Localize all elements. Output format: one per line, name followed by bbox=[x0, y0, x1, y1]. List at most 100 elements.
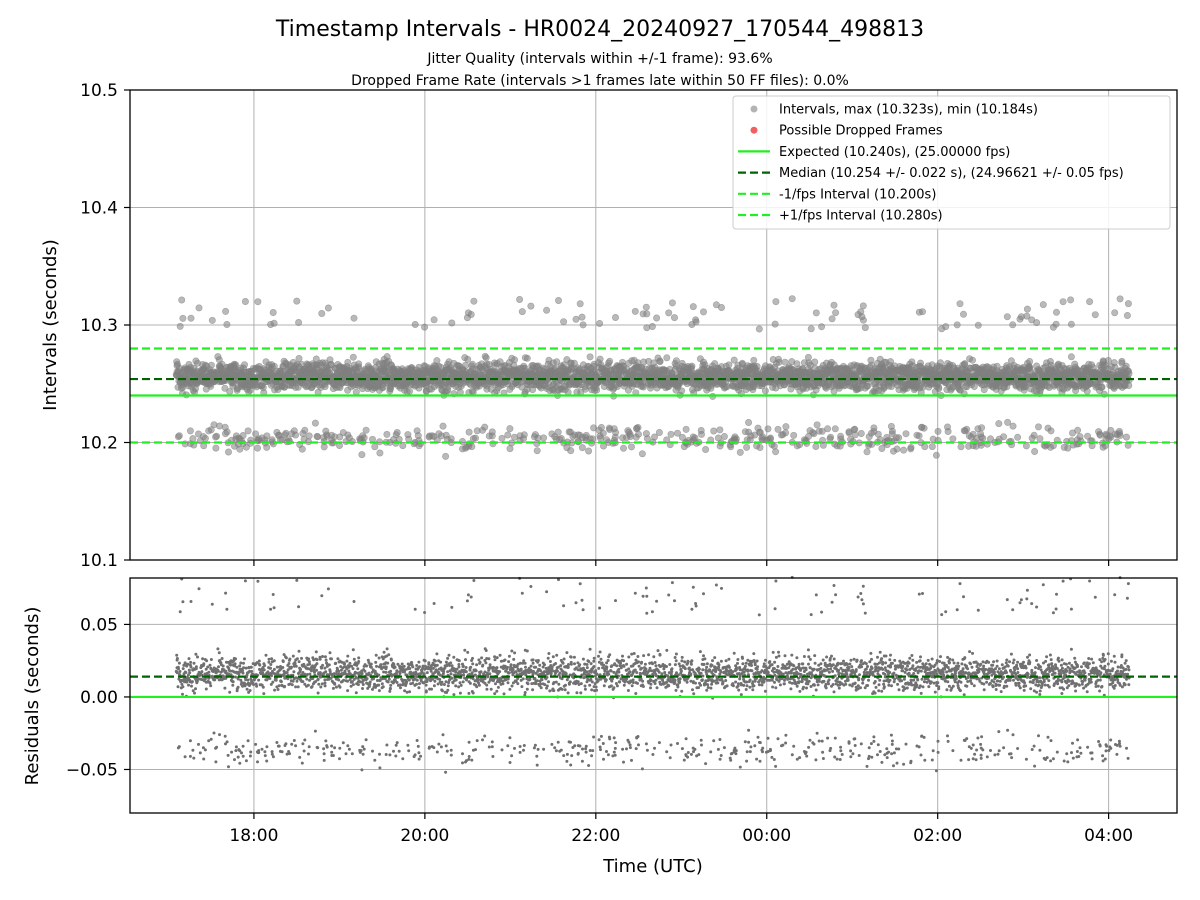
interval-point bbox=[812, 309, 820, 317]
residual-point bbox=[243, 657, 246, 661]
interval-point bbox=[665, 309, 673, 317]
residual-point bbox=[298, 755, 302, 759]
residual-point bbox=[201, 657, 205, 661]
residual-point bbox=[369, 662, 373, 666]
residual-point bbox=[295, 657, 299, 661]
interval-point bbox=[285, 437, 293, 445]
residual-point bbox=[408, 690, 412, 694]
residual-point bbox=[181, 667, 185, 671]
interval-point bbox=[1125, 370, 1133, 378]
residual-point bbox=[415, 739, 419, 742]
residual-point bbox=[382, 650, 386, 654]
residual-point bbox=[297, 605, 301, 609]
interval-point bbox=[668, 299, 676, 307]
residual-point bbox=[225, 607, 229, 611]
residual-point bbox=[188, 754, 192, 758]
interval-point bbox=[596, 319, 604, 327]
residual-point bbox=[346, 689, 350, 693]
residual-point bbox=[316, 746, 320, 750]
interval-point bbox=[241, 297, 249, 305]
interval-point bbox=[974, 321, 982, 329]
residual-point bbox=[378, 766, 382, 770]
interval-point bbox=[1116, 295, 1124, 303]
residual-point bbox=[184, 671, 188, 674]
residual-point bbox=[241, 669, 245, 672]
interval-point bbox=[504, 431, 512, 439]
interval-point bbox=[567, 447, 575, 455]
residual-point bbox=[315, 658, 319, 662]
residual-point bbox=[351, 667, 355, 671]
interval-point bbox=[295, 318, 303, 326]
interval-point bbox=[656, 357, 664, 365]
interval-point bbox=[920, 424, 928, 432]
residual-point bbox=[269, 663, 273, 666]
residual-point bbox=[216, 669, 220, 673]
residual-point bbox=[417, 757, 421, 761]
residual-point bbox=[214, 760, 218, 764]
residual-point bbox=[315, 662, 319, 666]
residual-point bbox=[244, 759, 248, 763]
interval-point bbox=[298, 445, 306, 453]
residual-point bbox=[192, 661, 196, 665]
interval-point bbox=[421, 323, 429, 331]
residual-point bbox=[361, 745, 365, 749]
interval-point bbox=[295, 354, 303, 362]
residual-point bbox=[318, 657, 322, 661]
interval-point bbox=[186, 427, 194, 435]
intervals-ylabel: Intervals (seconds) bbox=[40, 239, 61, 411]
residual-point bbox=[249, 750, 253, 754]
interval-points bbox=[172, 295, 1133, 460]
residual-point bbox=[411, 681, 415, 685]
interval-point bbox=[461, 361, 469, 369]
interval-point bbox=[560, 318, 568, 326]
interval-point bbox=[772, 298, 780, 306]
residual-point bbox=[277, 744, 281, 748]
chart-subtitle-dropped: Dropped Frame Rate (intervals >1 frames … bbox=[351, 73, 849, 89]
residual-point bbox=[388, 753, 392, 757]
interval-point bbox=[1026, 363, 1034, 371]
y-tick-label: 10.3 bbox=[80, 316, 118, 336]
interval-point bbox=[907, 443, 915, 451]
residual-point bbox=[265, 759, 269, 763]
interval-point bbox=[448, 319, 456, 327]
interval-point bbox=[761, 387, 769, 395]
interval-point bbox=[1083, 387, 1091, 395]
interval-point bbox=[745, 418, 753, 426]
residual-point bbox=[301, 680, 305, 684]
residual-point bbox=[333, 662, 337, 666]
residual-point bbox=[189, 660, 193, 664]
interval-point bbox=[554, 296, 562, 304]
residual-point bbox=[343, 662, 347, 666]
residual-point bbox=[272, 606, 276, 610]
interval-point bbox=[201, 434, 209, 442]
residual-point bbox=[244, 666, 248, 670]
interval-point bbox=[579, 321, 587, 329]
interval-point bbox=[179, 314, 187, 322]
residual-point bbox=[323, 655, 327, 659]
residual-point bbox=[279, 680, 283, 684]
interval-point bbox=[859, 316, 867, 324]
legend-label: +1/fps Interval (10.280s) bbox=[779, 209, 943, 224]
residual-point bbox=[260, 747, 264, 751]
interval-point bbox=[467, 310, 475, 318]
residual-point bbox=[320, 594, 324, 598]
residual-point bbox=[277, 684, 281, 688]
interval-point bbox=[589, 435, 597, 443]
interval-point bbox=[518, 308, 526, 316]
residual-point bbox=[387, 653, 391, 657]
residual-point bbox=[257, 749, 261, 752]
residual-point bbox=[333, 746, 337, 750]
intervals-panel: 10.110.210.310.410.5 Intervals (seconds)… bbox=[40, 81, 1178, 571]
interval-point bbox=[859, 302, 867, 310]
residual-point bbox=[248, 754, 252, 758]
residual-point bbox=[238, 664, 242, 668]
residual-point bbox=[210, 602, 214, 606]
chart-title: Timestamp Intervals - HR0024_20240927_17… bbox=[275, 17, 924, 42]
interval-point bbox=[586, 353, 594, 361]
residual-point bbox=[234, 749, 238, 753]
residual-point bbox=[377, 689, 381, 693]
interval-point bbox=[774, 425, 782, 433]
interval-point bbox=[611, 313, 619, 321]
interval-point bbox=[481, 423, 489, 431]
residual-point bbox=[217, 665, 220, 669]
